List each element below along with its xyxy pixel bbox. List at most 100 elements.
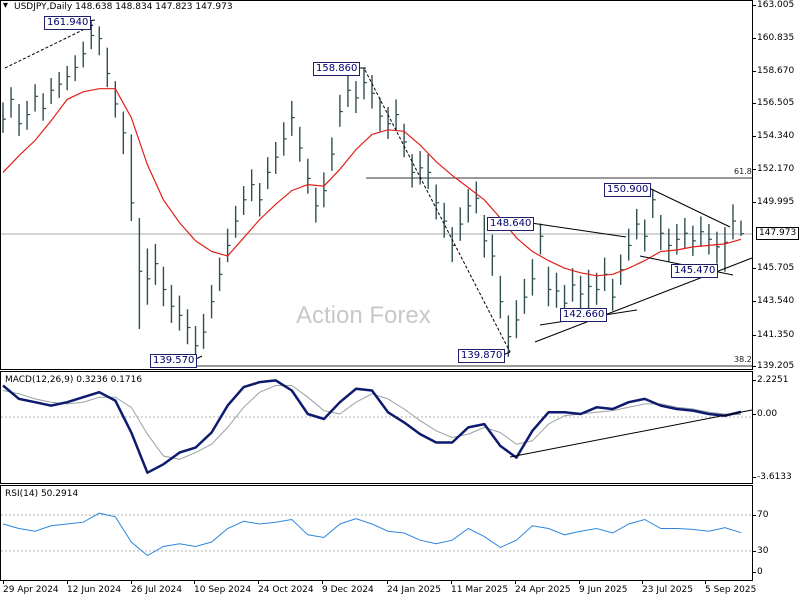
price-bar xyxy=(692,225,696,257)
price-bar xyxy=(170,284,175,323)
price-bar xyxy=(644,219,648,252)
rsi-line xyxy=(2,512,742,557)
rsi-panel xyxy=(0,485,753,581)
price-bar xyxy=(146,248,151,305)
price-bar xyxy=(611,278,616,311)
price-bar xyxy=(202,313,207,349)
macd-lines xyxy=(2,379,742,474)
downtrend-dashed-line xyxy=(364,69,511,353)
price-bar xyxy=(250,169,255,202)
price-bar xyxy=(579,275,584,310)
price-bar xyxy=(275,141,279,174)
date-tick-label: 11 Mar 2025 xyxy=(451,580,509,595)
price-bar xyxy=(98,26,103,56)
price-bar xyxy=(571,268,576,302)
price-bar xyxy=(732,204,736,240)
rsi-title: RSI(14) 50.2914 xyxy=(5,489,79,499)
resistance-line xyxy=(530,222,627,238)
date-tick-label: 9 Dec 2024 xyxy=(322,580,374,595)
price-bar xyxy=(307,158,311,194)
price-bar xyxy=(42,93,47,121)
annotation-high-label: 161.940 xyxy=(44,16,92,30)
macd-tick-label: 0.00 xyxy=(751,409,778,419)
price-bar xyxy=(210,284,215,319)
price-bar xyxy=(355,81,359,114)
price-bar xyxy=(186,309,191,345)
date-tick-label: 9 Jun 2025 xyxy=(579,580,628,595)
price-bar xyxy=(331,137,335,171)
price-tick-label: 158.670 xyxy=(751,66,795,76)
date-tick-label: 24 Apr 2025 xyxy=(515,580,571,595)
price-tick-label: 154.340 xyxy=(751,131,795,141)
price-bar xyxy=(515,300,520,339)
price-bar xyxy=(652,189,656,219)
date-tick-label: 26 Jul 2024 xyxy=(131,580,182,595)
date-tick-label: 10 Sep 2024 xyxy=(194,580,252,595)
price-bar xyxy=(467,189,472,223)
collapse-arrow-icon: ▾ xyxy=(3,0,9,11)
price-bar xyxy=(716,231,720,264)
price-bar xyxy=(66,65,71,91)
price-bar xyxy=(499,275,504,319)
price-bar xyxy=(547,266,552,307)
price-bar xyxy=(491,234,496,276)
price-tick-label: 152.170 xyxy=(751,164,795,174)
price-bar xyxy=(708,224,712,255)
price-bar xyxy=(387,106,392,139)
price-bar xyxy=(114,81,119,118)
price-bar xyxy=(435,184,440,220)
annotation-high-label: 148.640 xyxy=(487,217,535,231)
rsi-tick-label: 70 xyxy=(751,510,769,520)
price-bar xyxy=(475,181,480,214)
macd-trendline xyxy=(509,409,753,458)
macd-line xyxy=(2,379,742,474)
triangle-upper-line xyxy=(648,187,731,228)
moving-average xyxy=(2,88,742,277)
price-bar xyxy=(162,266,167,307)
price-bar xyxy=(459,207,464,241)
price-bar xyxy=(483,214,488,258)
annotation-low-label: 142.660 xyxy=(560,308,608,322)
price-panel xyxy=(0,0,753,370)
price-bar xyxy=(10,87,15,118)
price-bar xyxy=(724,227,728,272)
price-bar xyxy=(379,97,384,132)
price-bar xyxy=(82,41,87,68)
price-bar xyxy=(323,172,327,208)
price-bar xyxy=(58,72,63,98)
price-bar xyxy=(427,154,432,190)
price-bar xyxy=(291,100,295,136)
price-bar xyxy=(587,269,592,315)
price-bar xyxy=(555,272,560,308)
annotation-high-label: 150.900 xyxy=(604,183,652,197)
price-bar xyxy=(258,183,263,217)
price-bar xyxy=(34,84,39,112)
price-bar xyxy=(178,295,183,331)
price-bar xyxy=(411,154,416,188)
price-bar xyxy=(660,214,664,250)
price-tick-label: 149.995 xyxy=(751,197,795,207)
fib-label: 61.8 xyxy=(734,167,752,176)
price-tick-label: 145.705 xyxy=(751,263,795,273)
ascending-trendline xyxy=(534,257,753,343)
price-tick-label: 163.005 xyxy=(751,0,795,10)
macd-tick-label: 2.2251 xyxy=(752,375,789,385)
price-tick-label: 139.205 xyxy=(751,361,795,371)
fib-label: 38.2 xyxy=(734,355,752,364)
rsi-tick-label: 30 xyxy=(751,546,769,556)
price-bar xyxy=(50,78,55,104)
watermark: Action Forex xyxy=(296,302,431,329)
price-bar xyxy=(395,99,400,130)
price-bar xyxy=(347,75,351,107)
annotation-low-label: 145.470 xyxy=(671,264,719,278)
price-bar xyxy=(627,228,632,261)
annotation-low-label: 139.870 xyxy=(458,349,506,363)
price-bar xyxy=(684,218,688,249)
macd-panel xyxy=(0,371,753,484)
moving-average-line xyxy=(2,88,742,277)
uptrend-dashed-line xyxy=(4,23,96,69)
symbol-title: USDJPY,Daily xyxy=(14,2,73,12)
price-bar xyxy=(507,315,512,357)
price-bar xyxy=(595,272,600,305)
